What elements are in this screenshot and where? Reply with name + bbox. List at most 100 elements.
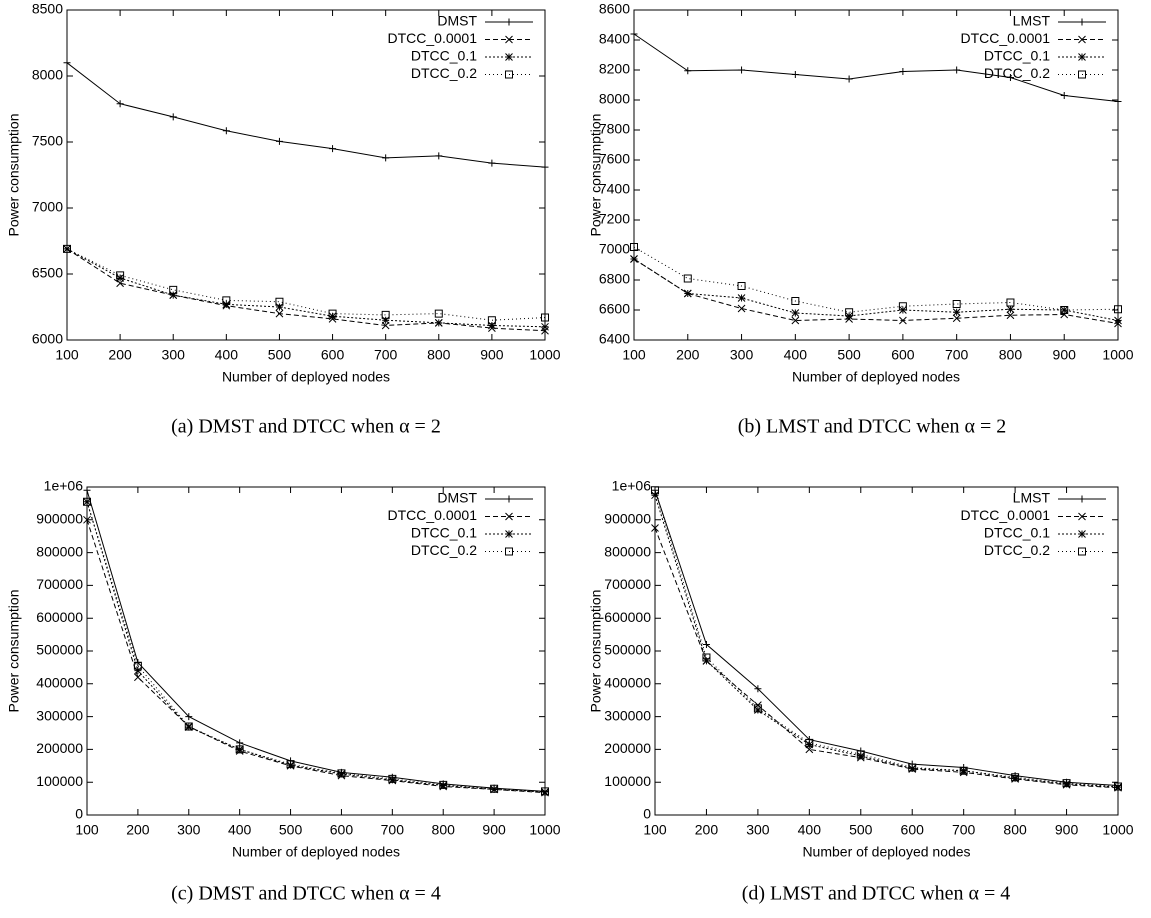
x-tick-label: 400 bbox=[784, 347, 808, 363]
point-marker bbox=[286, 760, 295, 769]
legend-label: DTCC_0.2 bbox=[984, 65, 1050, 81]
point-marker bbox=[737, 282, 746, 290]
y-tick-label: 400000 bbox=[604, 675, 651, 691]
legend-marker bbox=[1078, 70, 1086, 79]
point-marker bbox=[83, 486, 91, 494]
legend-label: LMST bbox=[1013, 13, 1051, 29]
point-marker bbox=[134, 673, 142, 682]
point-marker bbox=[952, 300, 961, 308]
point-marker bbox=[275, 309, 284, 318]
x-tick-label: 800 bbox=[432, 822, 456, 838]
legend-label: LMST bbox=[1013, 490, 1051, 506]
x-axis-label: Number of deployed nodes bbox=[232, 844, 400, 860]
caption: (c) DMST and DTCC when α = 4 bbox=[171, 883, 441, 905]
y-tick-label: 7800 bbox=[599, 121, 630, 137]
y-tick-label: 200000 bbox=[36, 740, 83, 756]
point-marker bbox=[1062, 779, 1071, 788]
y-tick-label: 300000 bbox=[604, 707, 651, 723]
point-marker bbox=[737, 304, 746, 313]
y-tick-label: 900000 bbox=[604, 511, 651, 527]
legend-marker bbox=[1078, 18, 1086, 26]
x-tick-label: 1000 bbox=[1102, 822, 1133, 838]
x-axis-label: Number of deployed nodes bbox=[222, 369, 390, 385]
series-line bbox=[66, 248, 546, 332]
point-marker bbox=[275, 297, 284, 306]
x-tick-label: 100 bbox=[75, 822, 99, 838]
point-marker bbox=[630, 255, 638, 263]
point-marker bbox=[434, 318, 443, 327]
y-tick-label: 200000 bbox=[604, 740, 651, 756]
point-marker bbox=[898, 302, 907, 311]
x-tick-label: 900 bbox=[1053, 347, 1077, 363]
y-tick-label: 8400 bbox=[599, 31, 630, 47]
y-tick-label: 100000 bbox=[36, 773, 83, 789]
legend-label: DMST bbox=[437, 13, 477, 29]
point-marker bbox=[275, 303, 284, 311]
point-marker bbox=[953, 66, 961, 74]
x-tick-label: 600 bbox=[330, 822, 354, 838]
x-tick-label: 500 bbox=[837, 347, 861, 363]
x-tick-label: 600 bbox=[891, 347, 915, 363]
point-marker bbox=[1060, 306, 1069, 314]
legend-label: DTCC_0.0001 bbox=[388, 507, 478, 523]
point-marker bbox=[169, 113, 177, 121]
x-tick-label: 1000 bbox=[529, 822, 560, 838]
x-tick-label: 100 bbox=[55, 347, 79, 363]
x-tick-label: 600 bbox=[321, 347, 345, 363]
legend-marker bbox=[1078, 530, 1086, 538]
x-tick-label: 200 bbox=[676, 347, 700, 363]
x-tick-label: 800 bbox=[1003, 822, 1027, 838]
series-line bbox=[654, 495, 1119, 788]
y-tick-label: 6400 bbox=[599, 331, 630, 347]
point-marker bbox=[856, 752, 865, 760]
x-tick-label: 100 bbox=[643, 822, 667, 838]
point-marker bbox=[116, 100, 124, 108]
point-marker bbox=[899, 68, 907, 75]
point-marker bbox=[116, 271, 125, 280]
point-marker bbox=[683, 289, 692, 298]
point-marker bbox=[63, 244, 71, 253]
point-marker bbox=[791, 297, 800, 305]
point-marker bbox=[684, 67, 692, 75]
x-tick-label: 700 bbox=[374, 347, 398, 363]
point-marker bbox=[490, 785, 498, 794]
legend-label: DTCC_0.0001 bbox=[961, 30, 1051, 46]
point-marker bbox=[805, 738, 814, 747]
legend-marker bbox=[1078, 495, 1086, 503]
y-tick-label: 400000 bbox=[36, 675, 83, 691]
y-tick-label: 8600 bbox=[599, 1, 630, 17]
legend-marker bbox=[505, 530, 513, 538]
point-marker bbox=[651, 491, 659, 500]
series-line bbox=[66, 62, 546, 168]
point-marker bbox=[382, 154, 390, 162]
point-marker bbox=[184, 722, 193, 731]
point-marker bbox=[337, 769, 346, 778]
point-marker bbox=[1114, 783, 1122, 791]
plot-frame bbox=[633, 9, 1119, 341]
y-axis-label: Power consumption bbox=[6, 590, 22, 713]
legend-marker bbox=[1078, 512, 1086, 521]
x-tick-label: 300 bbox=[746, 822, 770, 838]
legend-label: DTCC_0.1 bbox=[411, 48, 477, 64]
x-tick-label: 400 bbox=[215, 347, 239, 363]
y-tick-label: 7500 bbox=[32, 133, 63, 149]
point-marker bbox=[439, 780, 448, 789]
legend-label: DTCC_0.1 bbox=[984, 525, 1050, 541]
point-marker bbox=[235, 745, 244, 754]
point-marker bbox=[856, 750, 865, 759]
x-tick-label: 200 bbox=[126, 822, 150, 838]
x-tick-label: 400 bbox=[798, 822, 822, 838]
point-marker bbox=[83, 497, 91, 506]
point-marker bbox=[630, 243, 638, 251]
caption: (a) DMST and DTCC when α = 2 bbox=[171, 416, 441, 438]
legend-label: DTCC_0.2 bbox=[984, 542, 1050, 558]
plot-frame bbox=[66, 9, 546, 341]
caption: (b) LMST and DTCC when α = 2 bbox=[738, 416, 1007, 438]
x-tick-label: 700 bbox=[952, 822, 976, 838]
x-tick-label: 500 bbox=[268, 347, 292, 363]
point-marker bbox=[791, 309, 800, 317]
y-tick-label: 100000 bbox=[604, 773, 651, 789]
y-tick-label: 800000 bbox=[36, 543, 83, 559]
point-marker bbox=[286, 761, 295, 769]
y-tick-label: 6500 bbox=[32, 265, 63, 281]
